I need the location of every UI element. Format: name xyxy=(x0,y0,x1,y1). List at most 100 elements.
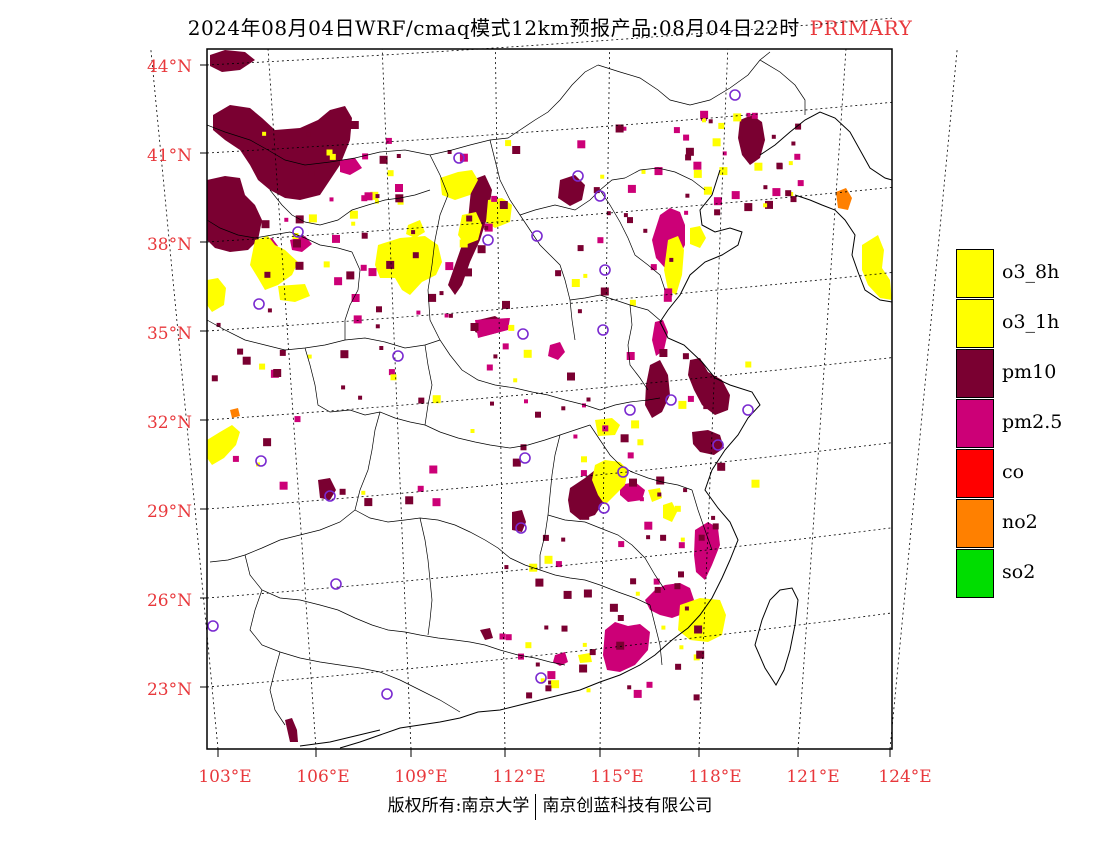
pollution-cell xyxy=(682,353,689,360)
pollution-cell xyxy=(211,375,218,382)
pollution-cell xyxy=(674,583,681,590)
station-marker xyxy=(597,324,609,336)
pollution-cell xyxy=(306,132,311,137)
pollution-cell xyxy=(351,294,360,302)
pollution-cell xyxy=(577,140,586,149)
pollution-cell xyxy=(790,196,797,203)
pollution-cell xyxy=(418,397,425,404)
pollution-cell xyxy=(600,174,605,179)
pollution-cell xyxy=(358,395,363,400)
lat-label: 38°N xyxy=(147,235,192,255)
pollution-cell xyxy=(284,217,289,222)
pollution-cell xyxy=(447,150,452,154)
pollution-cell xyxy=(683,134,690,141)
pollution-cell xyxy=(618,541,625,548)
pollution-cell xyxy=(428,293,437,302)
lat-label: 26°N xyxy=(147,591,192,611)
pollution-cell xyxy=(361,232,368,239)
pollution-cell xyxy=(663,293,672,302)
pollution-cell xyxy=(267,308,272,313)
map-title: 2024年08月04日WRF/cmaq模式12km预报产品:08月04日22时 P… xyxy=(0,12,1100,41)
pollution-cell xyxy=(502,300,510,309)
pollution-cell xyxy=(654,586,661,593)
pollution-cell xyxy=(646,535,651,540)
pollution-cell xyxy=(626,352,635,360)
pollution-cell xyxy=(785,190,792,197)
pollution-cell xyxy=(486,364,493,371)
pollution-cell xyxy=(577,245,584,252)
lat-label: 44°N xyxy=(147,57,192,77)
pollution-cell xyxy=(664,288,673,297)
coastline xyxy=(299,111,893,749)
plot-frame xyxy=(206,48,893,750)
meridian-line xyxy=(495,48,506,750)
station-marker xyxy=(517,328,529,340)
pollution-cell xyxy=(673,127,680,134)
pollutant-legend: o3_8h o3_1h pm10 pm2.5 co no2 so2 xyxy=(956,249,1096,599)
pollution-cell xyxy=(508,324,515,331)
pollution-cell xyxy=(416,310,421,315)
axis-ticks xyxy=(200,64,891,757)
station-marker xyxy=(531,230,543,242)
pollution-cell xyxy=(687,395,694,402)
station-marker xyxy=(572,170,584,182)
station-marker xyxy=(255,455,267,467)
pollution-cell xyxy=(698,534,705,541)
legend-label: pm2.5 xyxy=(1002,411,1063,433)
pollution-cell xyxy=(548,680,553,685)
parallel-line xyxy=(206,357,893,421)
meridian-line xyxy=(381,48,412,750)
legend-item-no2: no2 xyxy=(956,499,1096,549)
meridian-line xyxy=(889,48,958,750)
pollution-cell xyxy=(586,688,591,693)
pollution-cell xyxy=(279,481,288,490)
pollution-cell xyxy=(670,227,677,234)
pollution-cell xyxy=(334,277,343,286)
pollution-cell xyxy=(738,136,743,141)
pollution-cell xyxy=(490,401,494,406)
pollution-cell xyxy=(675,663,682,670)
pollution-cell xyxy=(685,154,692,161)
pollution-cell xyxy=(513,378,518,383)
pollution-cell xyxy=(326,149,333,156)
pollution-cell xyxy=(535,662,540,667)
pollution-cell xyxy=(678,400,687,409)
pollution-cell xyxy=(717,462,726,471)
pollution-cell xyxy=(551,680,560,689)
pollution-cell xyxy=(429,465,438,474)
graticule xyxy=(150,17,958,750)
pollution-cell xyxy=(571,279,580,287)
pollution-cell xyxy=(216,322,221,327)
pollution-cell xyxy=(405,496,414,505)
pollution-cell xyxy=(579,664,588,673)
pollution-cell xyxy=(387,170,394,177)
pollution-cell xyxy=(685,193,690,198)
pollution-cell xyxy=(439,291,444,296)
pollution-cell xyxy=(361,195,368,202)
station-marker xyxy=(207,620,219,632)
pollution-cell xyxy=(653,578,660,585)
pollution-cell xyxy=(744,203,753,212)
pollution-cell xyxy=(242,356,251,365)
pollution-cell xyxy=(714,209,721,216)
pollution-cell xyxy=(659,349,668,357)
pollution-cell xyxy=(678,571,684,578)
pollution-cell xyxy=(629,299,636,306)
pollution-cell xyxy=(535,411,541,418)
station-marker xyxy=(381,688,393,700)
pollution-cell xyxy=(477,245,486,254)
pollution-cell xyxy=(396,154,401,158)
pollution-cell xyxy=(386,260,395,269)
pollution-cell xyxy=(445,262,454,271)
lon-label: 109°E xyxy=(394,767,447,787)
legend-label: pm10 xyxy=(1002,361,1057,383)
station-marker xyxy=(594,190,606,202)
pollution-cell xyxy=(631,420,640,429)
pollution-cell xyxy=(746,112,751,117)
no2-areas xyxy=(230,188,852,418)
station-marker xyxy=(253,298,265,310)
pollution-cell xyxy=(646,681,653,688)
pollution-cell xyxy=(526,692,533,699)
lon-label: 121°E xyxy=(786,767,839,787)
pollution-cell xyxy=(684,606,689,611)
